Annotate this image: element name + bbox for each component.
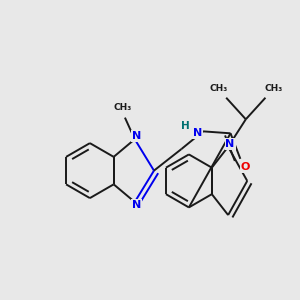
- Text: O: O: [241, 162, 250, 172]
- Text: CH₃: CH₃: [264, 84, 282, 93]
- Text: CH₃: CH₃: [209, 84, 227, 93]
- Text: CH₃: CH₃: [114, 103, 132, 112]
- Text: N: N: [193, 128, 202, 138]
- Text: N: N: [226, 139, 235, 149]
- Text: N: N: [132, 200, 141, 210]
- Text: N: N: [132, 131, 141, 141]
- Text: H: H: [181, 122, 190, 131]
